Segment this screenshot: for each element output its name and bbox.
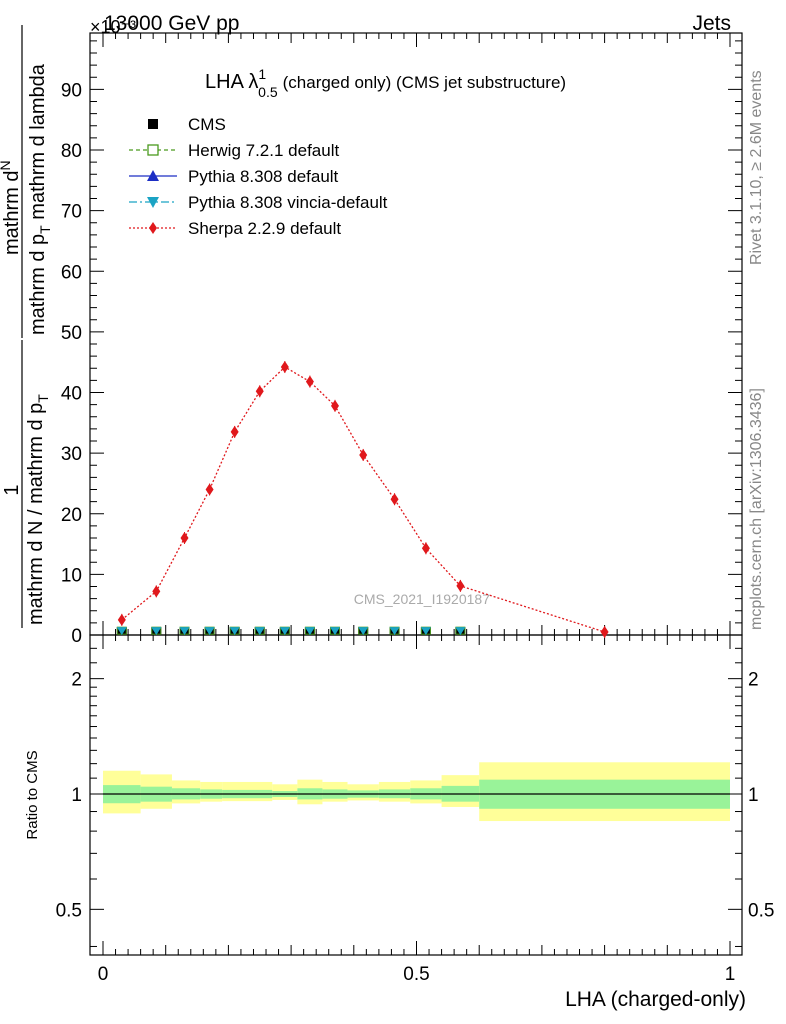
y-tick-label: 20: [61, 505, 82, 526]
ratio-bands: [103, 762, 730, 822]
vincia-point: [254, 627, 265, 636]
sherpa-line: [121, 366, 605, 633]
vincia-point: [420, 627, 431, 636]
x-tick-label: 0: [98, 964, 109, 985]
legend-label: Sherpa 2.2.9 default: [188, 219, 341, 238]
y-label-denominator2: mathrm d pT mathrm d lambda: [27, 63, 53, 335]
header-category: Jets: [692, 12, 731, 35]
y-tick-label: 10: [61, 565, 82, 586]
sherpa-point: [305, 375, 314, 388]
y-label-numerator2: mathrm dN: [0, 160, 23, 255]
legend-label: CMS: [188, 115, 226, 134]
x-tick-label: 0.5: [403, 964, 429, 985]
ratio-axes: 0.5 0.5 1 1 2 2 0 0.5 1: [56, 634, 774, 985]
vincia-point: [229, 627, 240, 636]
ratio-tick-label-right: 2: [748, 670, 759, 691]
legend-label: Pythia 8.308 default: [188, 167, 339, 186]
legend-marker-diamond: [149, 222, 157, 234]
sherpa-point: [255, 385, 264, 398]
sherpa-point: [117, 613, 126, 626]
sherpa-point: [280, 361, 289, 374]
y-label-one: 1: [1, 484, 23, 495]
sherpa-point: [152, 585, 161, 598]
x-axis-label: LHA (charged-only): [565, 988, 746, 1011]
y-tick-label: 80: [61, 141, 82, 162]
legend-marker-triangle-up: [147, 170, 159, 181]
ratio-tick-label: 0.5: [56, 900, 82, 921]
y-label-denominator: mathrm d N / mathrm d pT: [25, 394, 51, 625]
main-axes: 0 10 20 30 40 50 60 70 80 90: [61, 32, 743, 647]
chart-title: LHA λ1 0.5 (charged only) (CMS jet substru…: [205, 66, 566, 100]
sherpa-point: [421, 542, 430, 555]
y-tick-label: 90: [61, 80, 82, 101]
rivet-label: Rivet 3.1.10, ≥ 2.6M events: [748, 70, 765, 265]
y-tick-label: 40: [61, 384, 82, 405]
ratio-y-label: Ratio to CMS: [24, 750, 41, 839]
ratio-tick-label: 2: [71, 670, 82, 691]
y-axis-label: 1 mathrm d N / mathrm d pT mathrm dN mat…: [0, 25, 53, 628]
sherpa-point: [330, 399, 339, 412]
legend-marker-square: [148, 119, 158, 129]
sherpa-point: [359, 448, 368, 461]
y-tick-label: 50: [61, 323, 82, 344]
y-tick-label: 0: [71, 626, 82, 647]
y-tick-label: 30: [61, 444, 82, 465]
sherpa-point: [230, 425, 239, 438]
y-scale-factor: ×10⁻³: [90, 17, 136, 37]
y-tick-label: 70: [61, 202, 82, 223]
sherpa-point: [456, 579, 465, 592]
legend-label: Pythia 8.308 vincia-default: [188, 193, 388, 212]
vincia-point: [179, 627, 190, 636]
legend: CMS Herwig 7.2.1 default Pythia 8.308 defa…: [129, 115, 388, 238]
sherpa-point: [205, 483, 214, 496]
legend-marker-open-square: [147, 144, 159, 156]
header-energy: 13000 GeV pp: [104, 12, 239, 35]
vincia-point: [151, 627, 162, 636]
vincia-point: [358, 627, 369, 636]
mcplots-label: mcplots.cern.ch [arXiv:1306.3436]: [748, 388, 765, 630]
sherpa-point: [600, 625, 609, 638]
series-layer: [116, 361, 609, 638]
legend-label: Herwig 7.2.1 default: [188, 141, 339, 160]
ratio-tick-label: 1: [71, 785, 82, 806]
vincia-point: [279, 627, 290, 636]
vincia-point: [116, 627, 127, 636]
vincia-point: [204, 627, 215, 636]
vincia-point: [329, 627, 340, 636]
analysis-watermark: CMS_2021_I1920187: [354, 591, 490, 607]
ratio-tick-label-right: 0.5: [748, 900, 774, 921]
ratio-tick-label-right: 1: [748, 785, 759, 806]
legend-marker-triangle-down: [147, 197, 159, 208]
x-tick-label: 1: [725, 964, 736, 985]
vincia-point: [389, 627, 400, 636]
vincia-point: [455, 627, 466, 636]
sherpa-point: [180, 532, 189, 545]
y-tick-label: 60: [61, 262, 82, 283]
sherpa-point: [390, 493, 399, 506]
vincia-point: [304, 627, 315, 636]
